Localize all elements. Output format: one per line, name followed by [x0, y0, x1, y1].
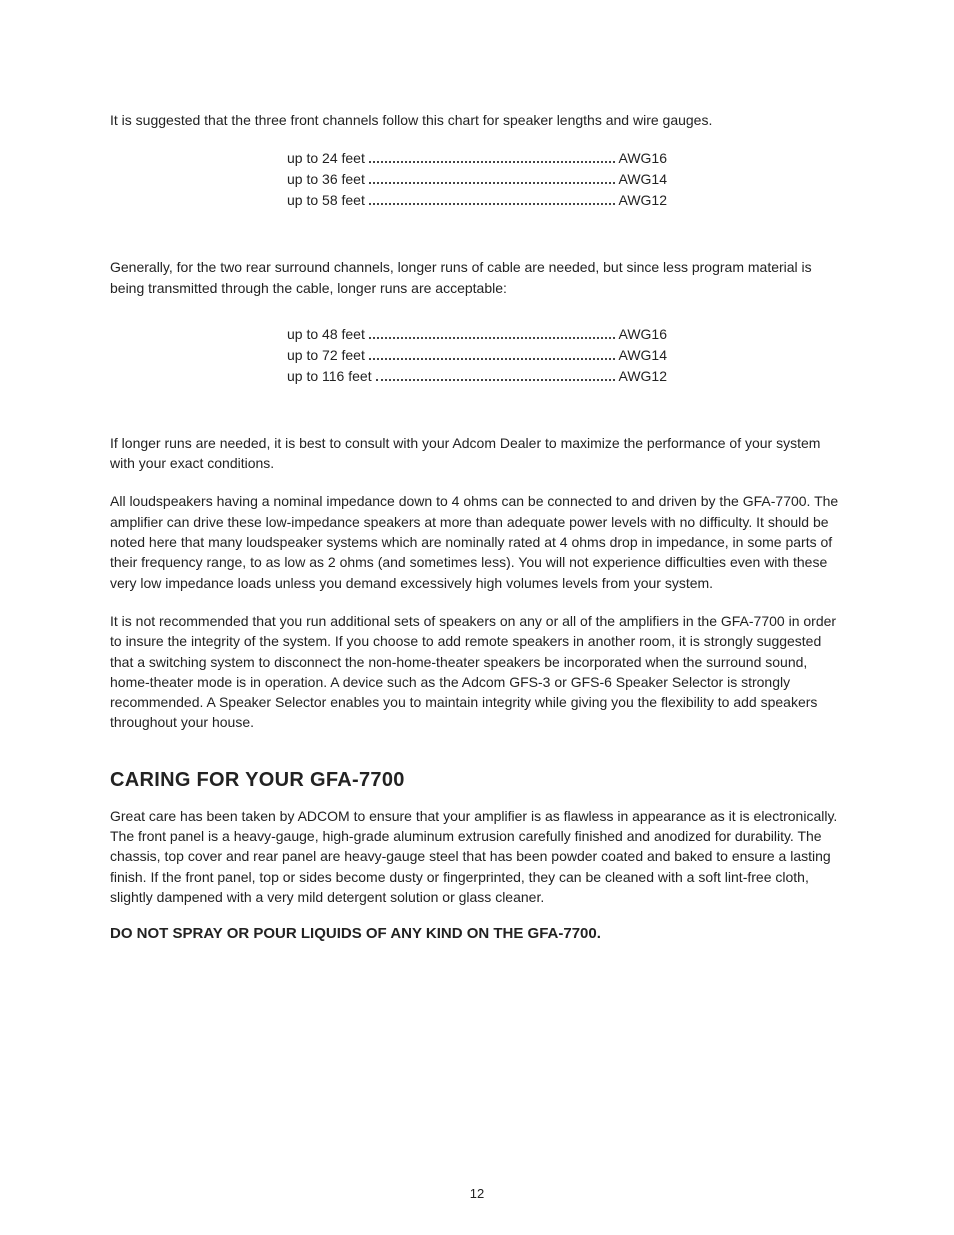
chart-label: up to 48 feet: [287, 324, 365, 345]
chart-label: up to 36 feet: [287, 169, 365, 190]
paragraph-intro-front: It is suggested that the three front cha…: [110, 110, 844, 130]
paragraph-intro-rear: Generally, for the two rear surround cha…: [110, 257, 844, 298]
chart-label: up to 58 feet: [287, 190, 365, 211]
chart-label: up to 116 feet: [287, 366, 372, 387]
chart-value: AWG16: [619, 148, 668, 169]
paragraph-additional-speakers: It is not recommended that you run addit…: [110, 611, 844, 733]
chart-value: AWG14: [619, 345, 668, 366]
dot-leader: [376, 371, 615, 381]
dot-leader: [369, 195, 615, 205]
chart-row: up to 116 feet AWG12: [110, 366, 844, 387]
chart-value: AWG16: [619, 324, 668, 345]
dot-leader: [369, 174, 615, 184]
chart-value: AWG12: [619, 190, 668, 211]
chart-row: up to 72 feet AWG14: [110, 345, 844, 366]
dot-leader: [369, 350, 615, 360]
rear-wire-gauge-chart: up to 48 feet AWG16 up to 72 feet AWG14 …: [110, 324, 844, 387]
chart-label: up to 24 feet: [287, 148, 365, 169]
chart-row: up to 36 feet AWG14: [110, 169, 844, 190]
chart-row: up to 24 feet AWG16: [110, 148, 844, 169]
chart-label: up to 72 feet: [287, 345, 365, 366]
front-wire-gauge-chart: up to 24 feet AWG16 up to 36 feet AWG14 …: [110, 148, 844, 211]
chart-row: up to 58 feet AWG12: [110, 190, 844, 211]
chart-value: AWG12: [619, 366, 668, 387]
document-page: It is suggested that the three front cha…: [0, 0, 954, 1235]
section-heading-caring: CARING FOR YOUR GFA-7700: [110, 769, 844, 792]
warning-do-not-spray: DO NOT SPRAY OR POUR LIQUIDS OF ANY KIND…: [110, 925, 844, 942]
chart-value: AWG14: [619, 169, 668, 190]
paragraph-after-rear: If longer runs are needed, it is best to…: [110, 433, 844, 474]
dot-leader: [369, 153, 615, 163]
page-number: 12: [0, 1186, 954, 1201]
paragraph-impedance: All loudspeakers having a nominal impeda…: [110, 491, 844, 592]
paragraph-caring-body: Great care has been taken by ADCOM to en…: [110, 806, 844, 907]
dot-leader: [369, 329, 615, 339]
chart-row: up to 48 feet AWG16: [110, 324, 844, 345]
